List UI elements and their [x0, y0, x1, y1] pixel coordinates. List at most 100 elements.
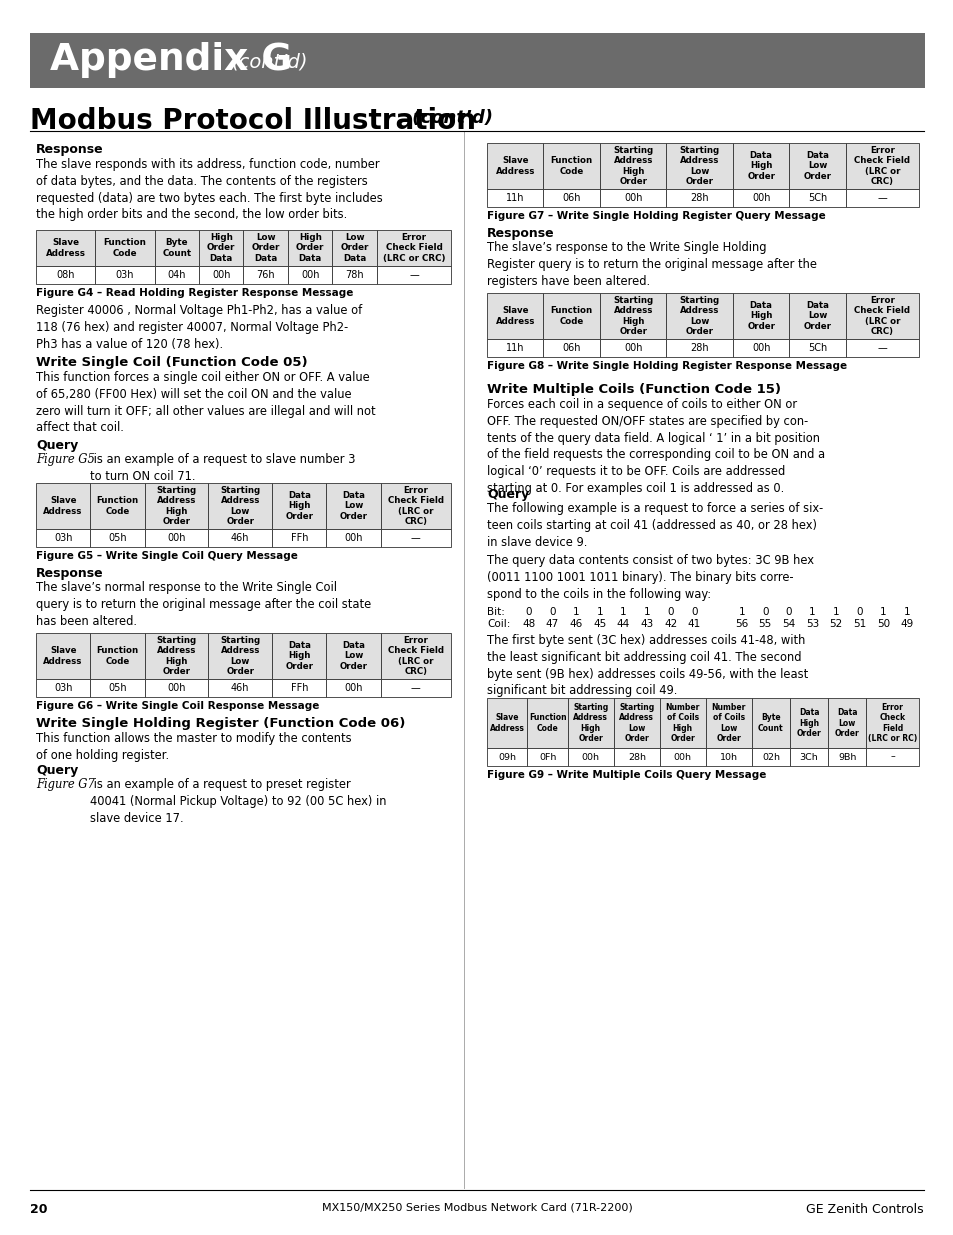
Bar: [788, 293, 845, 338]
Text: 46: 46: [569, 619, 582, 629]
Text: 03h: 03h: [115, 270, 134, 280]
Text: —: —: [877, 193, 886, 203]
Text: 41: 41: [687, 619, 700, 629]
Bar: [666, 338, 732, 357]
Bar: [827, 748, 865, 766]
Bar: [486, 338, 543, 357]
Text: Starting
Address
High
Order: Starting Address High Order: [573, 703, 608, 743]
Text: Starting
Address
Low
Order: Starting Address Low Order: [679, 296, 719, 336]
Text: 1: 1: [619, 606, 626, 618]
Text: 08h: 08h: [56, 270, 75, 280]
Bar: [154, 230, 199, 266]
Text: Data
Low
Order: Data Low Order: [802, 301, 831, 331]
Text: Figure G8 – Write Single Holding Register Response Message: Figure G8 – Write Single Holding Registe…: [486, 361, 846, 370]
Text: Function
Code: Function Code: [103, 238, 146, 258]
Text: 00h: 00h: [344, 683, 362, 693]
Bar: [199, 230, 243, 266]
Text: 55: 55: [758, 619, 771, 629]
Text: Data
Low
Order: Data Low Order: [339, 492, 367, 521]
Text: Data
High
Order: Data High Order: [746, 301, 775, 331]
Bar: [326, 529, 380, 547]
Bar: [486, 748, 527, 766]
Text: 48: 48: [521, 619, 535, 629]
Text: 00h: 00h: [751, 193, 770, 203]
Text: 00h: 00h: [623, 193, 641, 203]
Text: —: —: [411, 534, 420, 543]
Text: Error
Check
Field
(LRC or RC): Error Check Field (LRC or RC): [867, 703, 916, 743]
Bar: [36, 266, 95, 284]
Bar: [199, 266, 243, 284]
Bar: [666, 189, 732, 207]
Bar: [865, 698, 918, 748]
Bar: [332, 266, 376, 284]
Text: The query data contents consist of two bytes: 3C 9B hex
(0011 1100 1001 1011 bin: The query data contents consist of two b…: [486, 555, 813, 600]
Text: This function allows the master to modify the contents
of one holding register.: This function allows the master to modif…: [36, 732, 352, 762]
Bar: [788, 189, 845, 207]
Text: 49: 49: [900, 619, 913, 629]
Text: Query: Query: [486, 488, 529, 501]
Bar: [208, 483, 272, 529]
Text: Query: Query: [36, 764, 78, 777]
Text: 52: 52: [829, 619, 842, 629]
Text: 06h: 06h: [562, 193, 580, 203]
Text: High
Order
Data: High Order Data: [295, 233, 324, 263]
Text: 1: 1: [572, 606, 578, 618]
Text: 28h: 28h: [690, 343, 708, 353]
Text: The first byte sent (3C hex) addresses coils 41-48, with
the least significant b: The first byte sent (3C hex) addresses c…: [486, 634, 807, 698]
Bar: [543, 293, 599, 338]
Bar: [95, 266, 154, 284]
Text: Figure G7 – Write Single Holding Register Query Message: Figure G7 – Write Single Holding Registe…: [486, 211, 825, 221]
Bar: [845, 189, 918, 207]
Text: is an example of a request to slave number 3
to turn ON coil 71.: is an example of a request to slave numb…: [90, 453, 355, 483]
Text: 5Ch: 5Ch: [807, 193, 826, 203]
Text: —: —: [409, 270, 418, 280]
Bar: [36, 634, 91, 679]
Bar: [272, 483, 326, 529]
Text: Slave
Address: Slave Address: [44, 496, 83, 516]
Text: Data
Low
Order: Data Low Order: [339, 641, 367, 671]
Text: Figure G5 – Write Single Coil Query Message: Figure G5 – Write Single Coil Query Mess…: [36, 551, 297, 561]
Text: Starting
Address
Low
Order: Starting Address Low Order: [679, 146, 719, 186]
Text: Function
Code: Function Code: [550, 306, 592, 326]
Bar: [208, 634, 272, 679]
Bar: [486, 189, 543, 207]
Bar: [659, 698, 705, 748]
Bar: [380, 529, 451, 547]
Bar: [486, 293, 543, 338]
Bar: [326, 634, 380, 679]
Text: 54: 54: [781, 619, 795, 629]
Text: The slave responds with its address, function code, number
of data bytes, and th: The slave responds with its address, fun…: [36, 158, 382, 221]
Text: Slave
Address: Slave Address: [489, 714, 524, 732]
Text: 0Fh: 0Fh: [538, 752, 556, 762]
Text: This function forces a single coil either ON or OFF. A value
of 65,280 (FF00 Hex: This function forces a single coil eithe…: [36, 370, 375, 435]
Text: 00h: 00h: [673, 752, 691, 762]
Bar: [36, 483, 91, 529]
Text: 00h: 00h: [623, 343, 641, 353]
Bar: [599, 338, 666, 357]
Bar: [666, 143, 732, 189]
Text: Data
High
Order: Data High Order: [796, 708, 821, 737]
Bar: [272, 679, 326, 697]
Text: 0: 0: [856, 606, 862, 618]
Text: Function
Code: Function Code: [96, 646, 138, 666]
Text: 3Ch: 3Ch: [799, 752, 818, 762]
Text: 78h: 78h: [345, 270, 364, 280]
Text: 00h: 00h: [212, 270, 231, 280]
Text: Data
High
Order: Data High Order: [746, 151, 775, 180]
Text: Number
of Coils
High
Order: Number of Coils High Order: [665, 703, 700, 743]
Text: FFh: FFh: [291, 683, 308, 693]
Text: The slave’s normal response to the Write Single Coil
query is to return the orig: The slave’s normal response to the Write…: [36, 580, 371, 627]
Text: 05h: 05h: [108, 683, 127, 693]
Bar: [732, 293, 788, 338]
Bar: [705, 748, 751, 766]
Text: 53: 53: [805, 619, 819, 629]
Bar: [705, 698, 751, 748]
Text: —: —: [411, 683, 420, 693]
Bar: [599, 143, 666, 189]
Text: Error
Check Field
(LRC or
CRC): Error Check Field (LRC or CRC): [388, 636, 443, 676]
Text: Response: Response: [486, 227, 554, 240]
Text: Response: Response: [36, 143, 104, 156]
Bar: [243, 266, 288, 284]
Bar: [145, 634, 208, 679]
Text: Data
High
Order: Data High Order: [285, 641, 313, 671]
